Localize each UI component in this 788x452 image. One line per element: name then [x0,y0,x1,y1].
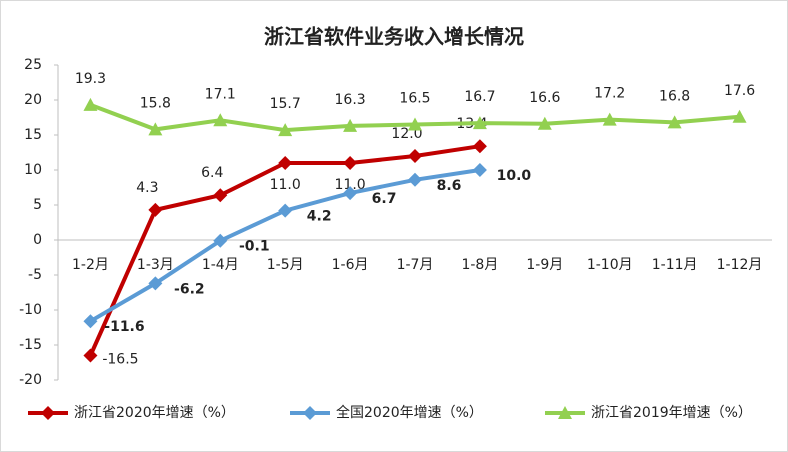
data-label: 17.6 [724,83,755,99]
legend-label: 浙江省2019年增速（%） [591,405,752,421]
data-label: 10.0 [497,168,532,184]
marker [148,122,163,136]
x-tick-label: 1-11月 [652,257,698,273]
data-label: 6.4 [201,165,223,181]
data-label: 16.3 [335,92,366,108]
data-label: -16.5 [102,352,138,368]
data-label: 4.3 [136,180,158,196]
marker [278,203,293,218]
marker [667,115,682,129]
y-tick-label: 0 [33,232,42,248]
data-label: 11.0 [270,177,301,193]
y-tick-label: 20 [24,92,42,108]
y-tick-label: -10 [19,302,42,318]
data-label: 19.3 [75,71,106,87]
marker [537,116,552,130]
legend-marker [558,406,572,419]
marker [732,109,747,123]
y-tick-label: -20 [19,372,42,388]
x-tick-label: 1-2月 [72,257,109,273]
chart-title: 浙江省软件业务收入增长情况 [264,25,524,49]
marker [83,97,98,111]
data-label: 16.5 [399,91,430,107]
legend-label: 浙江省2020年增速（%） [74,405,235,421]
marker [472,116,487,130]
marker [83,348,98,363]
x-tick-label: 1-9月 [526,257,563,273]
x-tick-label: 1-4月 [202,257,239,273]
marker [148,276,163,291]
y-tick-label: 25 [24,57,42,73]
marker [213,113,228,127]
marker [278,123,293,137]
marker [278,156,293,170]
marker [213,233,228,248]
marker [408,149,422,163]
data-label: 4.2 [307,209,332,225]
y-tick-label: -15 [19,337,42,353]
data-label: 11.0 [335,177,366,193]
x-tick-label: 1-5月 [267,257,304,273]
data-label: 16.6 [529,90,560,106]
data-label: -0.1 [239,239,270,255]
marker [343,156,358,170]
marker [343,118,358,132]
data-label: 17.1 [205,86,236,102]
marker [213,188,228,203]
marker [602,112,617,126]
x-tick-label: 1-10月 [587,257,633,273]
legend-label: 全国2020年增速（%） [336,404,483,421]
y-tick-label: 15 [24,127,42,143]
x-tick-label: 1-8月 [461,257,498,273]
marker [472,163,487,177]
data-label: 16.8 [659,88,690,104]
legend-marker [41,406,55,420]
data-label: -6.2 [174,281,205,297]
x-tick-label: 1-7月 [397,257,434,273]
marker [343,186,358,201]
y-tick-label: -5 [28,267,42,283]
data-label: 15.8 [140,95,171,111]
marker [472,139,487,154]
y-tick-label: 10 [24,162,42,178]
marker [408,172,422,187]
x-tick-label: 1-3月 [137,257,174,273]
y-tick-label: 5 [33,197,42,213]
x-tick-label: 1-6月 [332,257,369,273]
data-label: 15.7 [270,96,301,112]
data-label: 16.7 [464,89,495,105]
data-label: 8.6 [437,178,462,194]
x-tick-label: 1-12月 [717,257,763,273]
data-label: 17.2 [594,86,625,102]
data-label: 6.7 [372,191,397,207]
data-label: -11.6 [104,319,144,335]
legend-marker [303,406,317,420]
marker [83,314,98,329]
marker [148,202,163,217]
marker [408,117,422,131]
